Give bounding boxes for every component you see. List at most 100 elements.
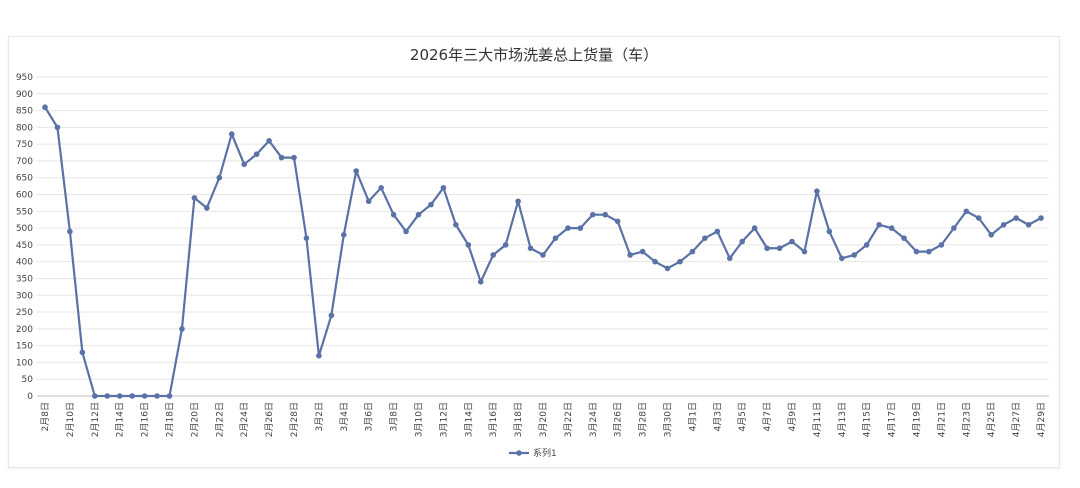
data-point[interactable]: [241, 161, 247, 168]
data-point[interactable]: [789, 238, 795, 245]
y-tick-label: 250: [16, 308, 33, 318]
data-point[interactable]: [403, 228, 409, 235]
data-point[interactable]: [689, 248, 696, 255]
data-point[interactable]: [1000, 221, 1007, 228]
data-point[interactable]: [751, 225, 758, 231]
data-point[interactable]: [465, 242, 472, 248]
data-point[interactable]: [951, 225, 957, 231]
data-point[interactable]: [316, 352, 322, 359]
x-tick-label: 3月28日: [638, 402, 649, 437]
x-tick-label: 3月10日: [414, 402, 425, 437]
data-point[interactable]: [814, 188, 820, 194]
data-point[interactable]: [204, 205, 210, 211]
data-point[interactable]: [92, 393, 98, 399]
data-point[interactable]: [440, 185, 447, 191]
data-point[interactable]: [1038, 215, 1044, 221]
data-point[interactable]: [415, 211, 422, 218]
data-point[interactable]: [552, 235, 559, 241]
data-point[interactable]: [577, 225, 584, 231]
data-point[interactable]: [378, 185, 384, 191]
data-point[interactable]: [228, 131, 235, 137]
x-tick-label: 3月24日: [588, 402, 599, 437]
data-point[interactable]: [67, 228, 73, 235]
data-point[interactable]: [714, 228, 721, 235]
data-point[interactable]: [677, 258, 683, 265]
data-point[interactable]: [253, 151, 260, 158]
data-point[interactable]: [863, 242, 870, 248]
data-point[interactable]: [291, 154, 297, 161]
data-point[interactable]: [627, 252, 633, 258]
y-tick-label: 700: [16, 157, 33, 167]
data-point[interactable]: [328, 312, 335, 319]
data-point[interactable]: [938, 242, 945, 248]
data-point[interactable]: [278, 154, 285, 161]
data-point[interactable]: [42, 104, 48, 111]
data-point[interactable]: [341, 232, 347, 238]
data-point[interactable]: [116, 393, 123, 399]
data-point[interactable]: [1025, 221, 1032, 228]
grid-lines: [37, 76, 1049, 397]
y-tick-label: 200: [16, 325, 33, 335]
y-tick-label: 800: [16, 123, 33, 133]
data-point[interactable]: [652, 258, 658, 265]
data-point[interactable]: [353, 168, 360, 174]
data-point[interactable]: [876, 221, 882, 228]
data-point[interactable]: [502, 242, 509, 248]
data-point[interactable]: [453, 221, 459, 228]
y-tick-label: 300: [16, 291, 33, 301]
data-point[interactable]: [926, 248, 932, 255]
data-point[interactable]: [303, 235, 310, 241]
data-point[interactable]: [975, 215, 982, 221]
x-tick-label: 4月5日: [737, 402, 748, 431]
data-point[interactable]: [639, 248, 646, 255]
x-tick-label: 4月21日: [936, 402, 947, 437]
data-point[interactable]: [428, 201, 434, 208]
data-point[interactable]: [739, 238, 745, 245]
data-point[interactable]: [664, 265, 671, 272]
data-point[interactable]: [490, 252, 497, 258]
data-point[interactable]: [702, 235, 708, 241]
data-point[interactable]: [839, 255, 845, 262]
data-point[interactable]: [154, 393, 160, 399]
data-point[interactable]: [54, 124, 61, 131]
x-tick-label: 3月2日: [314, 402, 325, 431]
x-tick-label: 4月29日: [1036, 402, 1047, 437]
data-point[interactable]: [888, 225, 895, 231]
data-point[interactable]: [988, 232, 994, 238]
data-point[interactable]: [129, 393, 135, 399]
x-tick-label: 2月8日: [40, 402, 51, 431]
data-point[interactable]: [590, 211, 596, 218]
data-point[interactable]: [179, 326, 185, 332]
data-point[interactable]: [565, 225, 571, 231]
y-tick-label: 550: [16, 207, 33, 217]
data-point[interactable]: [79, 349, 86, 356]
data-point[interactable]: [477, 279, 484, 285]
data-point[interactable]: [166, 393, 173, 399]
data-point[interactable]: [527, 245, 534, 252]
data-point[interactable]: [1013, 215, 1019, 221]
data-point[interactable]: [776, 245, 783, 252]
data-point[interactable]: [602, 211, 609, 218]
data-point[interactable]: [266, 138, 272, 144]
data-point[interactable]: [826, 228, 833, 235]
data-point[interactable]: [365, 198, 372, 205]
data-point[interactable]: [141, 393, 148, 399]
data-point[interactable]: [540, 252, 546, 258]
data-point[interactable]: [851, 252, 858, 258]
data-point[interactable]: [963, 208, 970, 215]
x-tick-label: 3月6日: [364, 402, 375, 431]
data-point[interactable]: [913, 248, 920, 255]
data-point[interactable]: [104, 393, 111, 399]
data-point[interactable]: [726, 255, 733, 262]
data-point[interactable]: [614, 218, 621, 225]
data-point[interactable]: [216, 174, 223, 181]
legend[interactable]: 系列1: [509, 447, 557, 459]
data-point[interactable]: [191, 195, 198, 201]
x-tick-label: 2月16日: [140, 402, 151, 437]
x-tick-label: 4月27日: [1011, 402, 1022, 437]
data-point[interactable]: [901, 235, 907, 241]
data-point[interactable]: [764, 245, 770, 252]
data-point[interactable]: [801, 248, 808, 255]
data-point[interactable]: [515, 198, 521, 205]
data-point[interactable]: [390, 211, 397, 218]
